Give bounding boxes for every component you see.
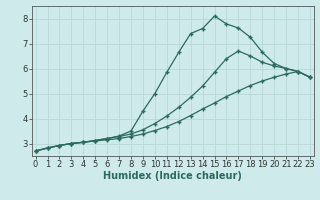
X-axis label: Humidex (Indice chaleur): Humidex (Indice chaleur) [103,171,242,181]
